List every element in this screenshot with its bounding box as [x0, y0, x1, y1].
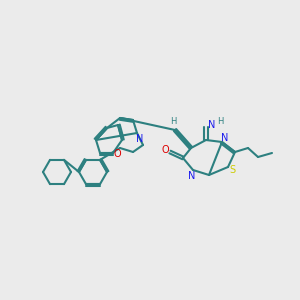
Text: O: O [113, 149, 121, 159]
Text: H: H [217, 116, 223, 125]
Text: N: N [188, 171, 196, 181]
Text: H: H [170, 118, 176, 127]
Text: N: N [221, 133, 229, 143]
Text: S: S [229, 165, 235, 175]
Text: N: N [208, 120, 216, 130]
Text: O: O [161, 145, 169, 155]
Text: N: N [136, 134, 144, 144]
